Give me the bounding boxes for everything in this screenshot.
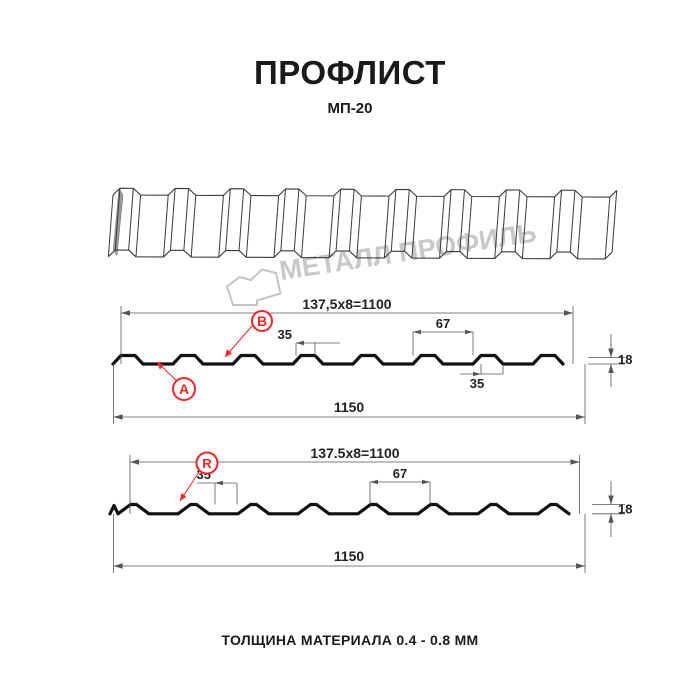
svg-text:1150: 1150 [334, 548, 365, 564]
svg-text:1150: 1150 [334, 399, 365, 415]
svg-text:137,5x8=1100: 137,5x8=1100 [302, 296, 391, 312]
svg-text:B: B [257, 313, 267, 329]
svg-text:35: 35 [470, 376, 484, 391]
svg-text:67: 67 [393, 466, 407, 481]
svg-text:18: 18 [618, 352, 632, 367]
svg-text:A: A [179, 381, 189, 397]
svg-text:18: 18 [618, 502, 632, 517]
svg-text:R: R [202, 456, 212, 471]
svg-text:137.5x8=1100: 137.5x8=1100 [310, 445, 399, 461]
svg-text:35: 35 [278, 327, 292, 342]
svg-text:67: 67 [436, 316, 450, 331]
svg-text:МЕТАЛЛ ПРОФИЛЬ: МЕТАЛЛ ПРОФИЛЬ [277, 217, 538, 285]
